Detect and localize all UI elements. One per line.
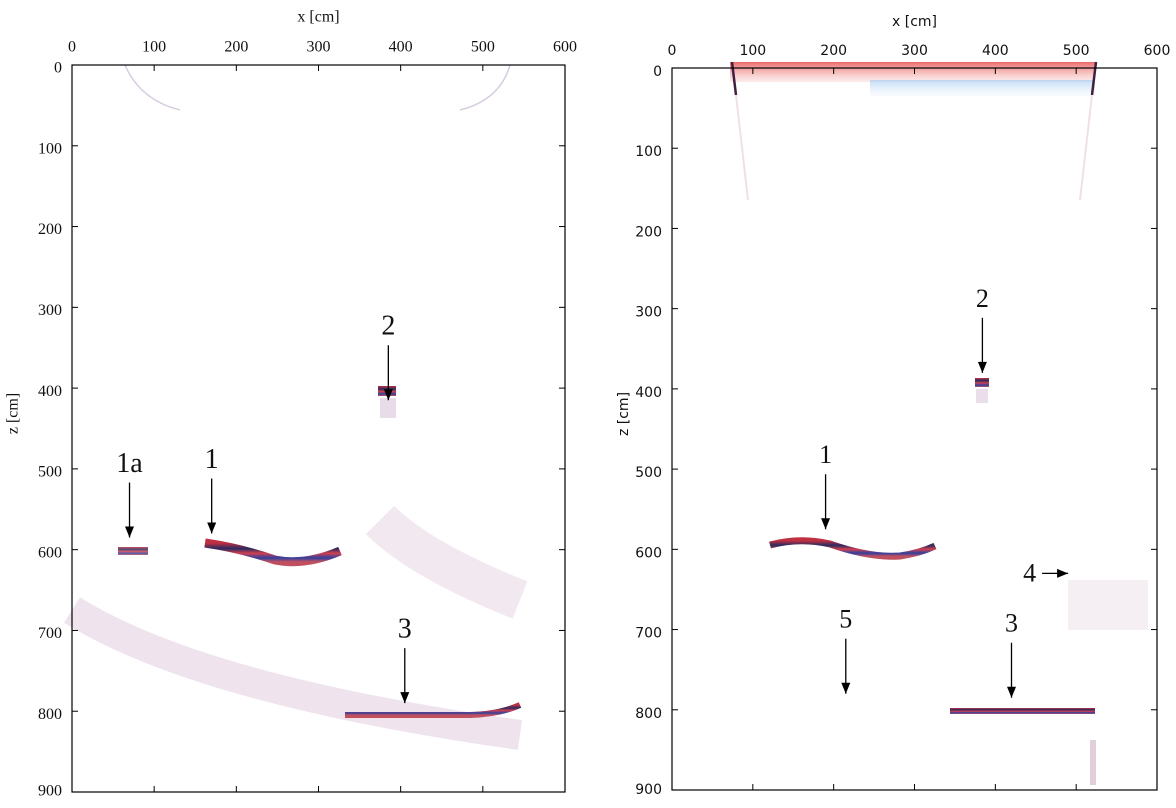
arrow-head (1007, 686, 1016, 698)
panel: 0 100 200 300 400 500 600 0 100 200 300 400 500 600 70… (5, 9, 577, 800)
x-tick-label: 400 (389, 39, 413, 56)
arrow-head (383, 389, 393, 401)
image-right (730, 61, 1148, 785)
y-axis-label: z [cm] (616, 392, 632, 436)
y-tick-label: 500 (38, 464, 62, 481)
annotation-label: 3 (1005, 609, 1018, 638)
y-tick-label: 100 (635, 144, 662, 160)
plot-frame (71, 64, 566, 793)
image-left (64, 64, 528, 750)
y-tick-label: 0 (54, 60, 62, 77)
x-tick-label: 600 (553, 39, 577, 56)
x-tick-label: 500 (1063, 43, 1090, 59)
y-tick-label: 800 (635, 706, 662, 722)
y-tick-label: 500 (635, 465, 662, 481)
annotation-label: 2 (976, 284, 989, 313)
y-tick-label: 400 (38, 383, 62, 400)
y-axis-label: z [cm] (5, 393, 22, 434)
annotation-label: 1a (116, 448, 143, 479)
x-tick-label: 500 (471, 39, 495, 56)
annotation-label: 1 (205, 444, 219, 475)
y-tick-label: 0 (653, 64, 662, 80)
arrow-head (1057, 568, 1069, 578)
x-tick-label: 100 (142, 39, 166, 56)
arrow-head (400, 692, 410, 704)
arrow-head (841, 682, 851, 694)
arrow-head (977, 361, 987, 373)
x-tick-label: 300 (901, 43, 928, 59)
annotation-label: 1 (819, 440, 832, 469)
y-tick-label: 200 (635, 224, 662, 240)
y-tick-label: 900 (635, 782, 662, 798)
y-tick-label: 700 (38, 625, 62, 642)
x-tick-label: 600 (1144, 43, 1171, 59)
x-axis-label: x [cm] (892, 14, 937, 30)
x-tick-label: 0 (68, 39, 76, 56)
arrow-head (125, 526, 135, 538)
y-tick-label: 100 (38, 140, 62, 157)
y-tick-label: 300 (635, 305, 662, 321)
x-tick-label: 100 (739, 43, 766, 59)
y-tick-label: 800 (38, 706, 62, 723)
x-tick-label: 200 (820, 43, 847, 59)
y-tick-label: 900 (38, 783, 62, 800)
annotation-label: 3 (398, 614, 412, 645)
y-tick-label: 600 (38, 544, 62, 561)
y-tick-label: 200 (38, 221, 62, 238)
x-tick-label: 200 (224, 39, 248, 56)
x-tick-label: 300 (307, 39, 331, 56)
y-tick-label: 700 (635, 626, 662, 642)
annotation-label: 4 (1023, 558, 1036, 587)
x-tick-label: 0 (668, 43, 677, 59)
annotation-label: 5 (839, 605, 852, 634)
x-axis-label: x [cm] (297, 9, 339, 26)
y-tick-label: 600 (635, 545, 662, 561)
x-tick-label: 400 (982, 43, 1009, 59)
arrow-head (207, 522, 217, 534)
y-tick-label: 400 (635, 385, 662, 401)
panel: 0 100 200 300 400 500 600 0 100 200 300 400 500 600 70… (616, 14, 1170, 798)
y-tick-label: 300 (38, 302, 62, 319)
annotation-label: 2 (381, 311, 395, 342)
arrow-head (821, 518, 831, 530)
